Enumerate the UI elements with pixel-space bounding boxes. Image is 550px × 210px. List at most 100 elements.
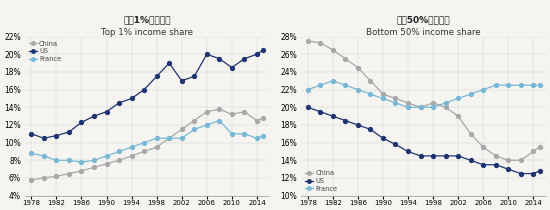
Line: US: US [306,105,542,176]
China [116,159,122,161]
China [480,146,487,148]
China [229,113,235,116]
China [305,40,311,42]
China [505,159,512,161]
China [417,106,424,109]
China [442,106,449,109]
France [53,159,60,161]
China [430,102,436,104]
France [342,84,349,87]
Text: 底层50%收入占比: 底层50%收入占比 [397,15,450,24]
France [128,146,135,148]
China [103,163,110,165]
China [204,110,210,113]
China [128,155,135,157]
China [216,108,223,110]
France [379,97,386,100]
China [28,178,35,181]
France [65,159,72,161]
China [492,155,499,157]
China [254,119,260,122]
US [141,88,147,91]
China [518,159,524,161]
Line: US: US [29,48,265,140]
US [216,57,223,60]
Title: Bottom 50% income share: Bottom 50% income share [366,28,481,37]
France [305,88,311,91]
US [191,75,197,78]
China [166,137,173,139]
US [103,110,110,113]
US [260,49,267,51]
US [53,134,60,137]
France [153,137,160,139]
US [342,119,349,122]
France [91,159,97,161]
China [455,115,461,117]
France [116,150,122,153]
US [28,133,35,135]
US [505,168,512,171]
France [41,155,47,157]
France [367,93,373,95]
France [329,80,336,82]
France [455,97,461,100]
France [141,141,147,144]
France [204,124,210,126]
China [153,146,160,148]
Line: China: China [306,39,542,162]
China [65,172,72,175]
France [78,161,85,163]
France [442,102,449,104]
France [317,84,323,87]
US [392,143,399,146]
China [317,42,323,44]
US [442,155,449,157]
Legend: China, US, France: China, US, France [305,170,338,192]
Line: France: France [306,79,542,109]
US [166,62,173,64]
US [379,137,386,139]
China [178,128,185,131]
China [191,119,197,122]
US [455,155,461,157]
China [91,166,97,169]
France [505,84,512,87]
France [480,88,487,91]
France [405,106,411,109]
China [367,80,373,82]
France [260,134,267,137]
US [530,172,537,175]
France [166,137,173,139]
China [355,66,361,69]
US [178,80,185,82]
US [468,159,474,161]
France [530,84,537,87]
China [41,177,47,179]
France [492,84,499,87]
China [405,102,411,104]
US [536,170,543,172]
Line: China: China [29,107,265,182]
China [260,117,267,119]
Text: 顶层1%收入占比: 顶层1%收入占比 [124,15,171,24]
US [254,53,260,55]
US [116,102,122,104]
France [178,137,185,139]
China [468,133,474,135]
US [153,75,160,78]
US [518,172,524,175]
US [317,110,323,113]
France [392,102,399,104]
France [216,119,223,122]
US [367,128,373,131]
Title: Top 1% income share: Top 1% income share [101,28,193,37]
US [91,115,97,117]
France [229,133,235,135]
China [78,170,85,172]
France [254,137,260,139]
Line: France: France [29,119,265,164]
US [241,57,248,60]
France [417,106,424,109]
France [468,93,474,95]
